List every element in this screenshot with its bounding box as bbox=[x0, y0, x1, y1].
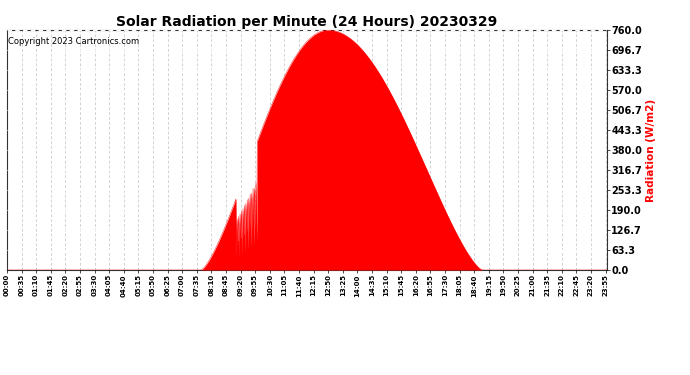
Title: Solar Radiation per Minute (24 Hours) 20230329: Solar Radiation per Minute (24 Hours) 20… bbox=[117, 15, 497, 29]
Text: Copyright 2023 Cartronics.com: Copyright 2023 Cartronics.com bbox=[8, 37, 139, 46]
Y-axis label: Radiation (W/m2): Radiation (W/m2) bbox=[647, 99, 656, 202]
